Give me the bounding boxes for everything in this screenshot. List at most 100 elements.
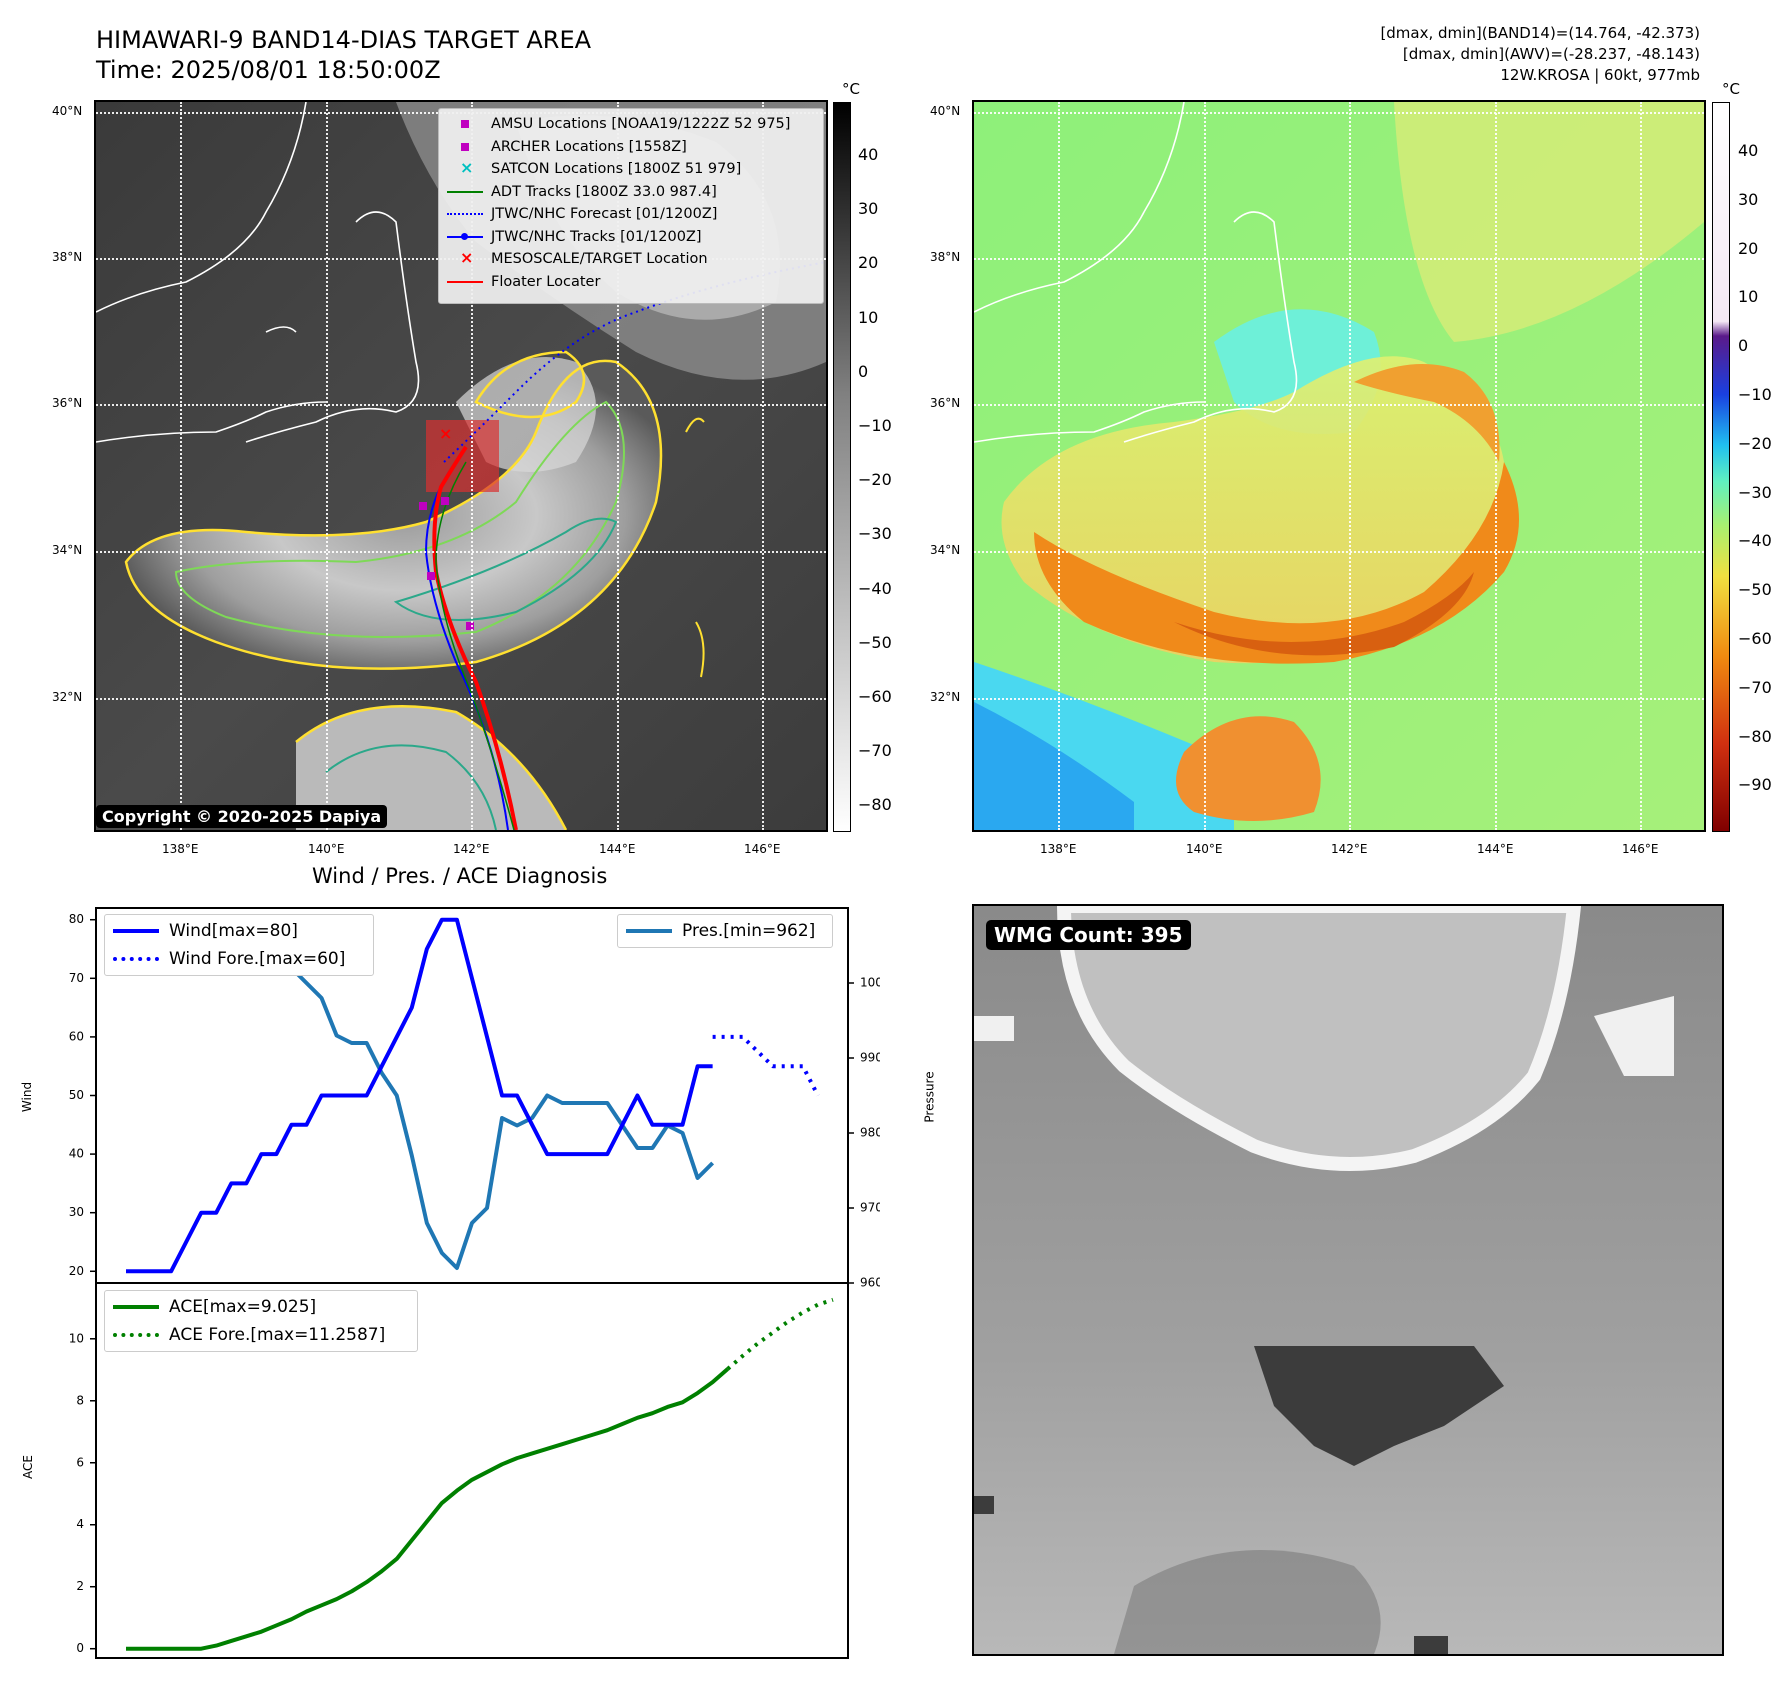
- lat-tick: 34°N: [930, 543, 961, 557]
- wmg-panel: WMG Count: 395: [972, 904, 1724, 1656]
- legend-item-floater: Floater Locater: [445, 271, 817, 294]
- lat-tick: 38°N: [52, 250, 83, 264]
- ace-legend: ACE[max=9.025] ACE Fore.[max=11.2587]: [104, 1290, 418, 1352]
- lat-tick: 32°N: [52, 690, 83, 704]
- colorbar-tick-label: −40: [1738, 531, 1772, 551]
- ace-tick-label: 0: [76, 1641, 84, 1655]
- wv-imagery: [974, 102, 1704, 830]
- colorbar-tick-label: 0: [858, 361, 869, 381]
- lon-tick: 142°E: [1331, 842, 1368, 856]
- wind-tick-label: 50: [69, 1088, 84, 1102]
- line-icon: [445, 274, 485, 290]
- solid-line-icon: [626, 928, 672, 934]
- pressure-tick-label: 980: [860, 1126, 880, 1140]
- ace-tick-label: 10: [69, 1331, 84, 1345]
- colorbar-tick-label: −70: [1738, 677, 1772, 697]
- legend-item-pressure: Pres.[min=962]: [626, 917, 824, 945]
- timestamp: Time: 2025/08/01 18:50:00Z: [96, 56, 441, 84]
- wmg-count-badge: WMG Count: 395: [986, 920, 1191, 950]
- colorbar-tick-label: −70: [858, 741, 892, 761]
- wind-axis-label: Wind: [20, 1081, 35, 1113]
- diagnosis-title: Wind / Pres. / ACE Diagnosis: [312, 864, 608, 888]
- legend-item-satcon: × SATCON Locations [1800Z 51 979]: [445, 158, 817, 181]
- colorbar-unit: °C: [842, 80, 860, 98]
- legend-item-archer: ARCHER Locations [1558Z]: [445, 136, 817, 159]
- legend-item-wind: Wind[max=80]: [113, 917, 365, 945]
- colorbar-tick-label: 30: [858, 199, 879, 219]
- lon-tick: 142°E: [453, 842, 490, 856]
- legend-item-amsu: AMSU Locations [NOAA19/1222Z 52 975]: [445, 113, 817, 136]
- wind-tick-label: 40: [69, 1147, 84, 1161]
- stats-awv: [dmax, dmin](AWV)=(-28.237, -48.143): [1402, 45, 1700, 63]
- square-marker-icon: [445, 139, 485, 155]
- pressure-tick-label: 970: [860, 1201, 880, 1215]
- wind-tick-label: 30: [69, 1205, 84, 1219]
- legend-item-tracks: JTWC/NHC Tracks [01/1200Z]: [445, 226, 817, 249]
- page-title: HIMAWARI-9 BAND14-DIAS TARGET AREA: [96, 26, 592, 54]
- colorbar-tick-label: −30: [1738, 482, 1772, 502]
- lon-tick: 140°E: [1186, 842, 1223, 856]
- colorbar-tick-label: −80: [1738, 726, 1772, 746]
- wind-forecast-line: [712, 1034, 820, 1097]
- dotted-line-icon: [113, 1332, 159, 1338]
- legend-item-target: × MESOSCALE/TARGET Location: [445, 248, 817, 271]
- solid-line-icon: [113, 928, 159, 934]
- wmg-imagery: [974, 906, 1722, 1654]
- lat-tick: 40°N: [930, 104, 961, 118]
- line-icon: [445, 184, 485, 200]
- lon-tick: 146°E: [744, 842, 781, 856]
- square-marker-icon: [445, 116, 485, 132]
- pressure-tick-label: 990: [860, 1051, 880, 1065]
- ace-line: [126, 1367, 729, 1651]
- colorbar-tick-label: −50: [858, 632, 892, 652]
- ace-tick-label: 4: [76, 1517, 84, 1531]
- lat-tick: 34°N: [52, 543, 83, 557]
- ace-forecast-line: [726, 1297, 834, 1371]
- copyright-badge: Copyright © 2020-2025 Dapiya: [96, 805, 388, 828]
- colorbar-tick-label: −30: [858, 524, 892, 544]
- legend-item-wind-forecast: Wind Fore.[max=60]: [113, 945, 365, 973]
- ir-colorbar: [833, 102, 851, 832]
- lon-tick: 138°E: [162, 842, 199, 856]
- lat-tick: 38°N: [930, 250, 961, 264]
- wind-tick-label: 60: [69, 1029, 84, 1043]
- colorbar-tick-label: −40: [858, 578, 892, 598]
- wv-map-panel: [972, 100, 1706, 832]
- dotted-line-icon: [113, 956, 159, 962]
- colorbar-tick-label: −10: [1738, 385, 1772, 404]
- ace-tick-label: 8: [76, 1393, 84, 1407]
- colorbar-tick-label: 10: [1738, 287, 1759, 307]
- archer-marker: [466, 622, 474, 630]
- colorbar-tick-label: −60: [1738, 629, 1772, 648]
- colorbar-tick-label: −20: [1738, 433, 1772, 453]
- lat-tick: 36°N: [52, 396, 83, 410]
- lon-tick: 140°E: [308, 842, 345, 856]
- ace-tick-label: 2: [76, 1579, 84, 1593]
- ir-map-panel: × Copyright © 2020-2025 Dapiya AMSU Loca…: [94, 100, 828, 832]
- pressure-axis-label: Pressure: [922, 1071, 937, 1123]
- lon-tick: 144°E: [1477, 842, 1514, 856]
- colorbar-tick-label: 20: [858, 253, 879, 273]
- legend-item-forecast: JTWC/NHC Forecast [01/1200Z]: [445, 203, 817, 226]
- colorbar-tick-label: 30: [1738, 189, 1759, 209]
- lat-tick: 32°N: [930, 690, 961, 704]
- colorbar-tick-label: −90: [1738, 775, 1772, 795]
- archer-marker: [427, 572, 435, 580]
- wind-legend: Wind[max=80] Wind Fore.[max=60]: [104, 914, 374, 976]
- lon-tick: 146°E: [1622, 842, 1659, 856]
- wind-line: [126, 917, 713, 1274]
- dotted-line-icon: [445, 206, 485, 222]
- pressure-legend: Pres.[min=962]: [617, 914, 833, 948]
- track-legend: AMSU Locations [NOAA19/1222Z 52 975] ARC…: [438, 108, 824, 304]
- line-dot-icon: [445, 229, 485, 245]
- colorbar-tick-label: 40: [858, 145, 879, 164]
- stats-band14: [dmax, dmin](BAND14)=(14.764, -42.373): [1380, 24, 1700, 42]
- lat-tick: 40°N: [52, 104, 83, 118]
- lon-tick: 144°E: [599, 842, 636, 856]
- colorbar-tick-label: −10: [858, 416, 892, 435]
- colorbar-tick-label: −20: [858, 470, 892, 490]
- archer-marker: [441, 497, 449, 505]
- colorbar-tick-label: 20: [1738, 238, 1759, 258]
- x-marker-icon: ×: [460, 248, 474, 268]
- pressure-tick-label: 960: [860, 1276, 880, 1290]
